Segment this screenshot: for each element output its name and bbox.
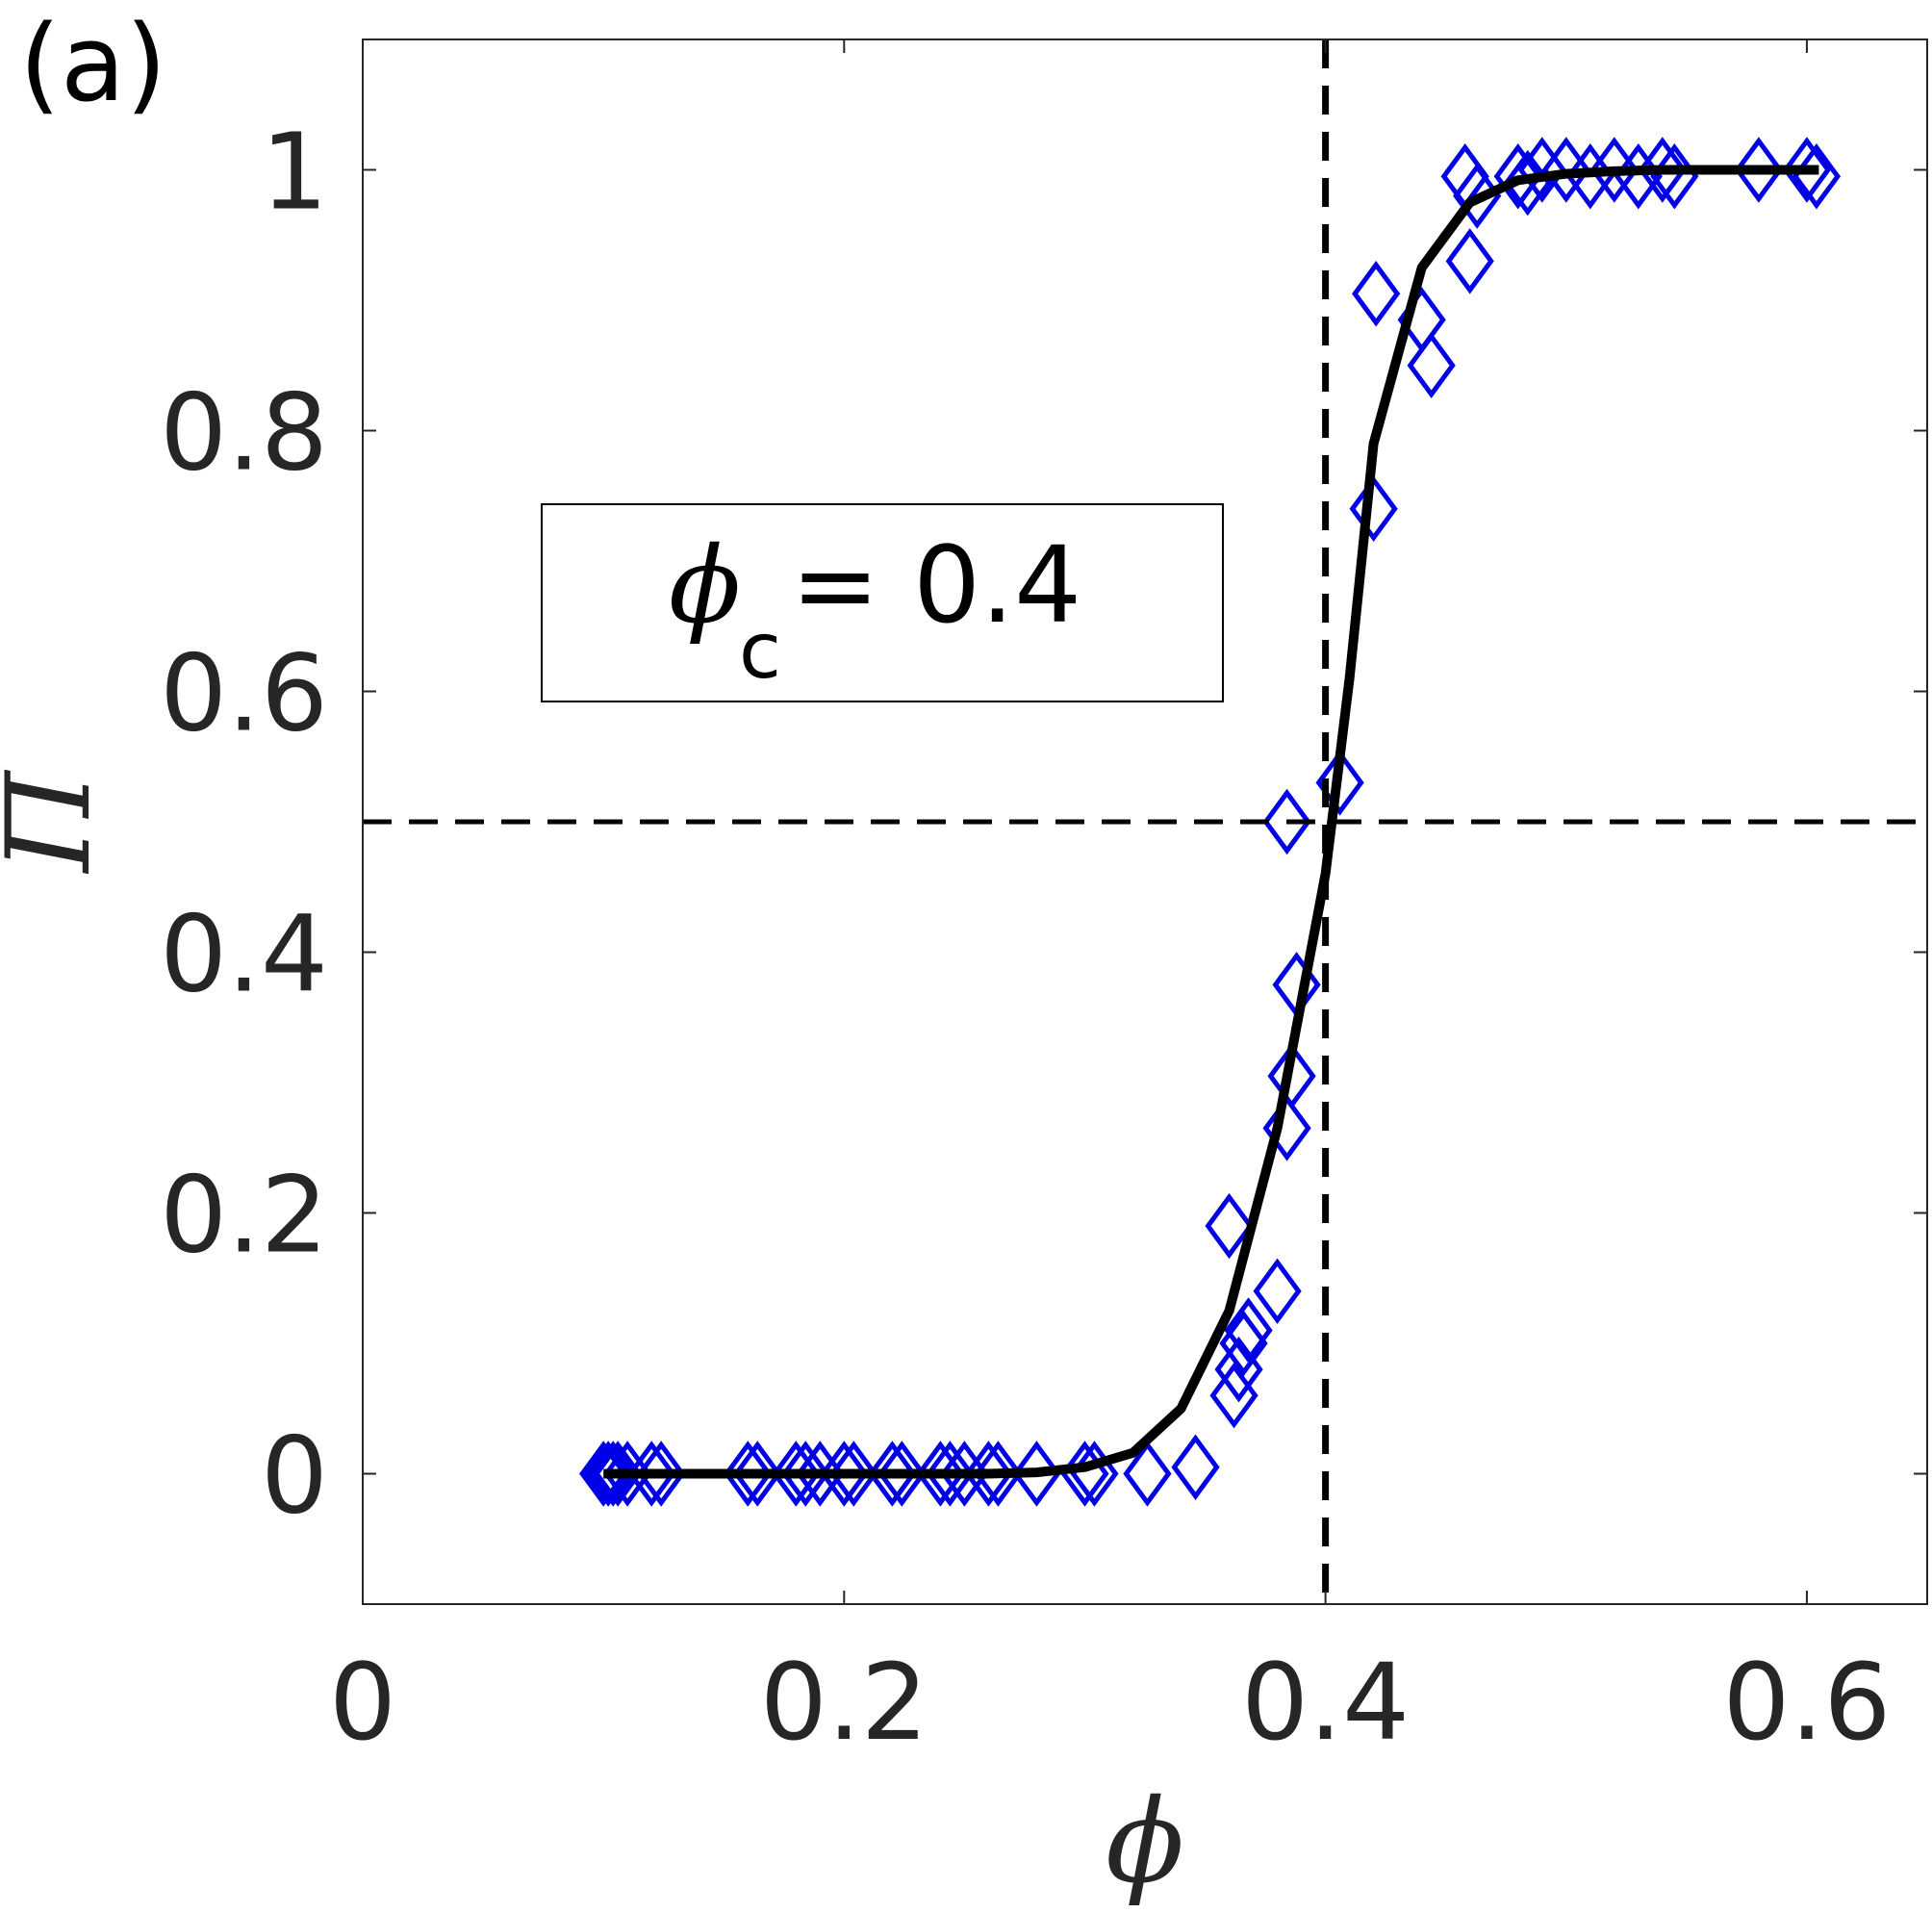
data-point-diamond [1315, 750, 1364, 816]
data-point-diamond [1262, 788, 1311, 855]
annotation-subscript: c [739, 606, 781, 696]
reference-lines [363, 39, 1927, 1604]
data-point-diamond [579, 1441, 628, 1507]
data-point-diamond [594, 1441, 643, 1507]
data-point-diamond [589, 1441, 638, 1507]
data-point-diamond [964, 1441, 1013, 1507]
data-point-diamond [1782, 137, 1832, 203]
data-point-diamond [772, 1441, 821, 1507]
data-point-diamond [820, 1441, 869, 1507]
data-point-diamond [940, 1441, 989, 1507]
data-point-diamond [584, 1441, 633, 1507]
data-point-diamond [1445, 228, 1494, 294]
data-point-diamond [877, 1441, 927, 1507]
data-point-diamond [1638, 137, 1687, 203]
y-tick-label: 0.8 [160, 371, 328, 495]
y-tick-label: 0.6 [160, 632, 328, 755]
data-point-diamond [733, 1441, 782, 1507]
data-point-diamond [1205, 1192, 1254, 1260]
annotation-value: = 0.4 [791, 523, 1081, 647]
data-point-diamond [1349, 475, 1398, 543]
data-point-diamond [1493, 143, 1542, 210]
x-tick-label: 0 [329, 1641, 396, 1764]
data-point-diamond [1262, 1095, 1311, 1161]
fit-curve-line [603, 165, 1819, 1479]
data-point-diamond [724, 1441, 773, 1507]
axis-ticks: 0 0.2 0.4 0.6 0 0.2 0.4 0.6 0.8 1 [160, 39, 1927, 1764]
data-point-diamond [974, 1441, 1023, 1507]
fit-curve [603, 165, 1819, 1479]
x-tick-label: 0.2 [760, 1641, 928, 1764]
data-point-diamond [868, 1441, 917, 1507]
data-point-diamond [1453, 163, 1502, 229]
x-tick-label: 0.4 [1241, 1641, 1410, 1764]
data-point-diamond [1352, 260, 1401, 327]
data-point-diamond [926, 1441, 975, 1507]
data-point-diamond [1565, 143, 1614, 210]
data-point-diamond [637, 1441, 686, 1507]
annotation-box [541, 503, 1224, 702]
data-point-diamond [627, 1441, 676, 1507]
panel-label: (a) [19, 2, 166, 125]
data-point-diamond [1171, 1434, 1220, 1500]
data-point-diamond [1123, 1441, 1172, 1507]
y-tick-label: 1 [261, 111, 328, 234]
data-point-diamond [1224, 1297, 1273, 1364]
data-point-diamond [603, 1441, 652, 1507]
data-point-diamond [829, 1441, 878, 1507]
data-point-diamond [1407, 332, 1456, 398]
data-point-diamond [796, 1441, 845, 1507]
data-point-diamond [781, 1441, 830, 1507]
y-tick-label: 0.2 [160, 1154, 328, 1277]
data-point-diamond [1267, 1042, 1316, 1110]
y-tick-label: 0.4 [160, 893, 328, 1016]
x-axis-label: ϕ [1106, 1775, 1184, 1909]
data-point-diamond [1734, 137, 1783, 203]
phi-c-annotation: ϕ c = 0.4 [541, 503, 1224, 702]
annotation-symbol: ϕ [669, 523, 741, 647]
data-point-diamond [1253, 1258, 1302, 1325]
data-point-diamond [1012, 1441, 1061, 1507]
plot-area-frame [362, 38, 1928, 1605]
y-axis-label: Π [0, 769, 116, 874]
data-point-diamond [916, 1441, 965, 1507]
y-tick-label: 0 [261, 1415, 328, 1538]
x-tick-label: 0.6 [1722, 1641, 1891, 1764]
data-point-diamond [1517, 137, 1566, 203]
